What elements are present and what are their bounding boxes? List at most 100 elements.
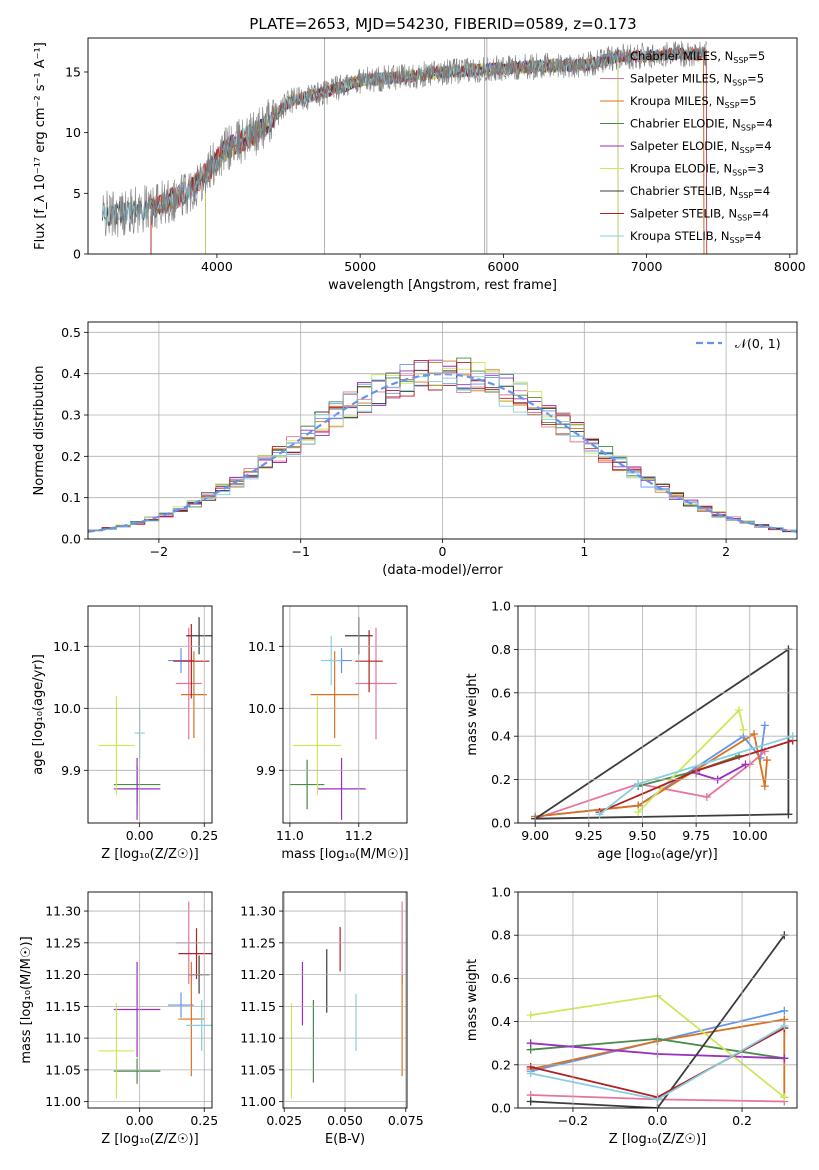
x-tick-label: 7000 (631, 259, 663, 274)
y-tick-label: 0.4 (491, 1014, 511, 1029)
mass-weight-marker (741, 760, 750, 769)
y-tick-label: 11.05 (240, 1062, 276, 1077)
chart-panel-3: 11.0 11.2 9.9 10.0 10.1 mass [log₁₀(M/M☉)] (248, 605, 409, 862)
y-tick-label: 5 (73, 186, 81, 201)
y-tick-label: 10.1 (248, 639, 276, 654)
x-tick-label: 9.50 (629, 828, 657, 843)
y-tick-label: 0.0 (61, 532, 81, 547)
mass-weight-marker (780, 1006, 789, 1015)
mass-weight-marker (526, 1039, 535, 1048)
axes-frame (87, 321, 798, 540)
y-tick-label: 0.4 (61, 366, 81, 381)
x-tick-label: 0.25 (190, 828, 218, 843)
legend-entry: Kroupa STELIB, NSSP=4 (630, 229, 761, 245)
y-tick-label: 10.1 (53, 639, 81, 654)
chart-panel-1: −2 −1 0 1 2 0.0 0.1 0.2 0.3 0.4 0.5 (data-model)/er… (32, 321, 798, 578)
axes-frame (282, 605, 408, 824)
x-tick-label: 9.25 (575, 828, 603, 843)
x-tick-label: 11.2 (345, 828, 373, 843)
y-tick-label: 11.00 (240, 1094, 276, 1109)
y-tick-label: 11.05 (45, 1062, 81, 1077)
x-tick-label: −1 (291, 544, 309, 559)
y-tick-label: 10.0 (248, 701, 276, 716)
x-tick-label: 0.075 (388, 1113, 424, 1128)
x-tick-label: 0.050 (327, 1113, 363, 1128)
x-tick-label: 1 (580, 544, 588, 559)
y-tick-label: 11.25 (240, 935, 276, 950)
axes-frame (87, 37, 798, 255)
x-axis-label: Z [log₁₀(Z/Z☉)] (101, 847, 198, 862)
axes-frame (282, 891, 408, 1109)
x-tick-label: 11.0 (276, 828, 304, 843)
mass-weight-marker (780, 1021, 789, 1030)
legend-entry: Chabrier ELODIE, NSSP=4 (630, 117, 773, 133)
y-tick-label: 9.9 (61, 763, 81, 778)
chart-panel-7: −0.2 0.0 0.2 0.0 0.2 0.4 0.6 0.8 1.0 Z [log₁₀(Z/Z… (465, 885, 798, 1147)
x-axis-label: (data-model)/error (382, 563, 503, 578)
y-tick-label: 0.0 (491, 1101, 511, 1116)
y-axis-label: mass weight (465, 959, 480, 1041)
mass-weight-marker (735, 706, 744, 715)
y-tick-label: 0.4 (491, 729, 511, 744)
x-tick-label: 5000 (344, 259, 376, 274)
mass-weight-marker (739, 725, 748, 734)
chart-panel-0: 4000 5000 6000 7000 8000 0 5 10 15 wavelength [An… (33, 37, 806, 293)
legend-entry: Salpeter STELIB, NSSP=4 (630, 207, 769, 223)
mass-weight-marker (780, 1054, 789, 1063)
mass-weight-marker (634, 779, 643, 788)
y-tick-label: 11.15 (240, 999, 276, 1014)
y-tick-label: 11.30 (45, 904, 81, 919)
y-tick-label: 11.20 (240, 967, 276, 982)
x-axis-label: Z [log₁₀(Z/Z☉)] (101, 1132, 198, 1147)
legend-entry: Chabrier MILES, NSSP=5 (630, 49, 765, 65)
y-tick-label: 0.5 (61, 325, 81, 340)
chart-panel-4: 9.00 9.25 9.50 9.75 10.00 0.0 0.2 0.4 0.6 0.8 1.0 a… (465, 599, 798, 862)
mass-weight-marker (526, 1069, 535, 1078)
y-tick-label: 0.2 (491, 772, 511, 787)
y-tick-label: 11.10 (240, 1031, 276, 1046)
y-tick-label: 11.30 (240, 904, 276, 919)
mass-weight-marker (526, 1011, 535, 1020)
legend-entry: Kroupa ELODIE, NSSP=3 (630, 162, 764, 178)
y-tick-label: 0 (73, 247, 81, 262)
y-tick-label: 10.0 (53, 701, 81, 716)
y-tick-label: 0.0 (491, 816, 511, 831)
mass-weight-marker (750, 730, 759, 739)
x-tick-label: 9.75 (682, 828, 710, 843)
y-tick-label: 11.25 (45, 935, 81, 950)
x-tick-label: 0.00 (126, 828, 154, 843)
x-tick-label: −0.2 (558, 1113, 588, 1128)
y-tick-label: 10 (65, 125, 81, 140)
y-tick-label: 0.8 (491, 928, 511, 943)
legend-entry: Salpeter MILES, NSSP=5 (630, 72, 764, 88)
y-tick-label: 0.2 (491, 1057, 511, 1072)
y-axis-label: Flux [f_λ 10⁻¹⁷ erg cm⁻² s⁻¹ A⁻¹] (33, 42, 48, 250)
x-axis-label: Z [log₁₀(Z/Z☉)] (609, 1132, 706, 1147)
mass-weight-marker (762, 756, 771, 765)
legend-entry: 𝒩(0, 1) (735, 336, 781, 351)
y-tick-label: 0.2 (61, 449, 81, 464)
axes-frame (87, 605, 213, 824)
y-tick-label: 11.20 (45, 967, 81, 982)
x-tick-label: 8000 (774, 259, 806, 274)
y-tick-label: 0.6 (491, 685, 511, 700)
x-tick-label: 0.0 (648, 1113, 668, 1128)
y-tick-label: 1.0 (491, 885, 511, 900)
x-tick-label: 6000 (487, 259, 519, 274)
x-axis-label: mass [log₁₀(M/M☉)] (281, 847, 408, 862)
mass-weight-marker (634, 808, 643, 817)
mass-weight-marker (526, 1097, 535, 1106)
x-tick-label: 2 (722, 544, 730, 559)
mass-weight-marker (595, 810, 604, 819)
y-tick-label: 15 (65, 64, 81, 79)
y-tick-label: 9.9 (256, 763, 276, 778)
x-tick-label: 0 (439, 544, 447, 559)
mass-weight-marker (760, 721, 769, 730)
mass-weight-marker (784, 810, 793, 819)
x-axis-label: age [log₁₀(age/yr)] (597, 847, 718, 862)
legend-entry: Salpeter ELODIE, NSSP=4 (630, 139, 772, 155)
y-tick-label: 11.00 (45, 1094, 81, 1109)
y-axis-label: mass [log₁₀(M/M☉)] (19, 936, 34, 1063)
axes-frame (517, 891, 798, 1109)
